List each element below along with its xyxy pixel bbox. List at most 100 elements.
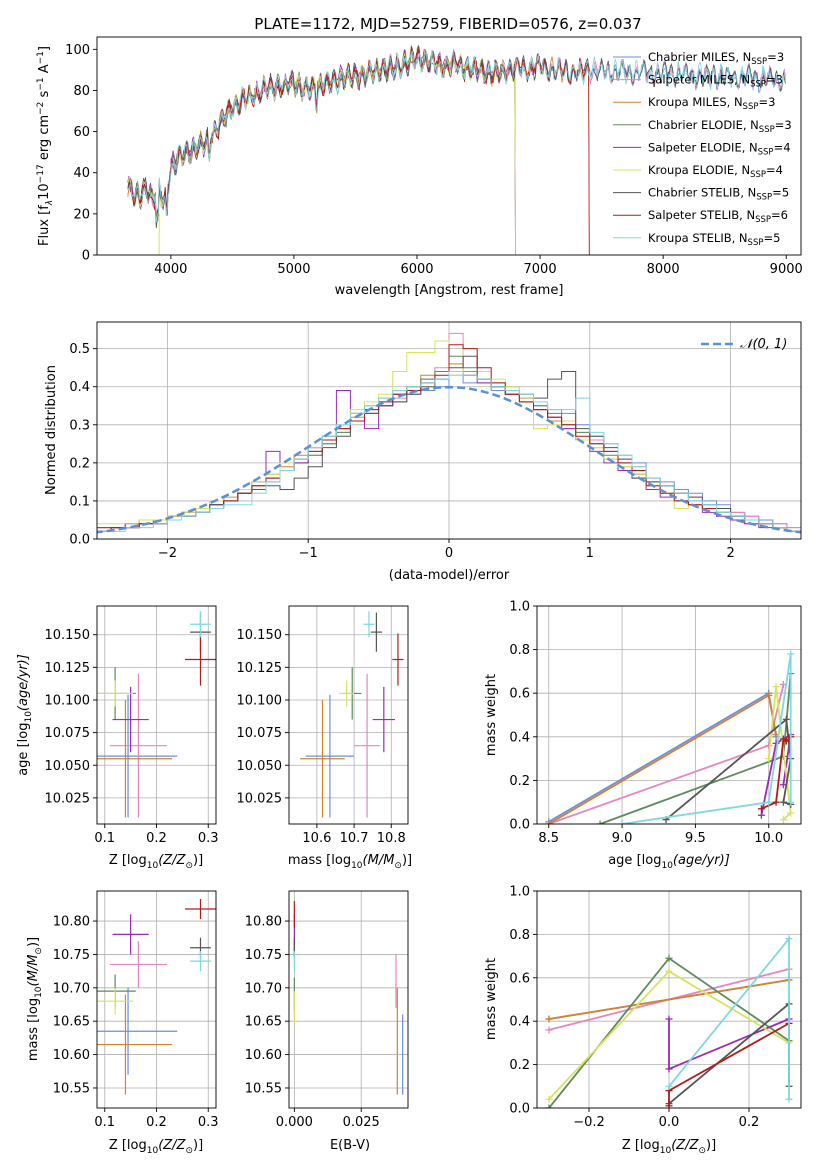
y-tick-label: 1.0 [509,885,530,900]
panel-0: 4000 5000 6000 7000 8000 9000 0 20 40 60 80 100 Chab… [36,36,803,298]
legend-eq: = [766,73,776,87]
ylabel-part: A [37,64,52,77]
y-tick-label: 10.150 [45,628,91,643]
y-tick-label: 10.65 [53,1015,90,1030]
y-tick-label: 0.0 [509,1102,530,1117]
legend-entry: Salpeter MILES, NSSP=3 [648,73,783,90]
y-tick-label: 0.2 [509,774,530,789]
panel-5: 0.1 0.2 0.3 10.55 10.60 10.65 10.70 10.75 10.80 Z… [26,890,219,1156]
y-axis-label: age [log10(age/yr)] [16,654,34,776]
legend-n: 6 [781,208,788,222]
x-tick-label: 9.5 [685,831,706,846]
axes-frame [96,890,217,1109]
x-axis-label-main: age [log [608,853,661,868]
x-tick-label: 10.6 [302,831,331,846]
figure-title: PLATE=1172, MJD=52759, FIBERID=0576, z=0… [254,15,641,33]
legend-sub: SSP [756,193,772,203]
legend-label: Salpeter STELIB, N [648,208,755,222]
y-axis-label: mass [log10(M/M⊙)] [26,937,44,1061]
y-axis-label-sub: 10 [24,711,34,723]
axes-frame [288,890,409,1109]
legend-label: Chabrier MILES, N [648,50,751,64]
x-tick-label: 0 [445,546,453,561]
y-tick-label: 10.75 [53,948,90,963]
x-tick-label: 6000 [400,262,433,277]
y-axis-label-rest: (age/yr)] [16,654,31,711]
y-tick-label: 10.100 [45,693,91,708]
x-tick-label: 2 [726,546,734,561]
legend-sub: SSP [755,215,771,225]
y-axis-label: Flux [fλ10−17 erg cm−2 s−1 A−1] [36,46,55,246]
legend-n: 3 [776,73,783,87]
x-axis-label-sub: 10 [147,1146,159,1156]
x-tick-label: 0.025 [343,1115,380,1130]
x-axis-label-rest: (M/M [363,853,395,868]
x-axis-label-main: mass [log [288,853,351,868]
y-tick-label: 10.60 [53,1048,90,1063]
histogram-kroupa_stelib [97,371,801,539]
panel-4: 8.5 9.0 9.5 10.0 0.0 0.2 0.4 0.6 0.8 1.0 age [log1… [484,600,802,871]
x-axis-label: Z [log10(Z/Z⊙)] [622,1138,716,1156]
legend-n: 5 [782,186,789,200]
legend-label: Chabrier STELIB, N [648,186,756,200]
y-axis-label-main: age [log [16,723,31,776]
legend-entry: Kroupa ELODIE, NSSP=4 [648,163,783,180]
y-tick-label: 0.2 [69,456,90,471]
spectrum-line-salpeter_elodie [127,49,516,255]
legend-eq: = [763,231,773,245]
x-tick-label: 0.1 [94,831,115,846]
x-tick-label: 0.0 [659,1115,680,1130]
ylabel-part: λ [45,200,55,206]
y-tick-label: 10.75 [245,948,282,963]
x-axis-label-end: )] [402,853,412,868]
x-tick-label: 9.0 [612,831,633,846]
axes-frame [96,36,802,256]
y-tick-label: 10.80 [53,915,90,930]
x-axis-label-rest: (Z/Z [158,1138,186,1153]
legend-entry: Kroupa MILES, NSSP=3 [648,95,775,112]
y-tick-label: 0.8 [509,928,530,943]
y-tick-label: 0 [82,249,90,264]
x-tick-label: 0.1 [94,1115,115,1130]
legend-n: 3 [777,50,784,64]
x-tick-label: −2 [158,546,177,561]
legend-eq: = [766,163,776,177]
weight-line-kroupa_elodie [767,686,792,821]
x-axis-label-sub: 10 [147,861,159,871]
x-axis-label: mass [log10(M/M⊙)] [288,853,412,871]
x-axis-label-main: Z [log [109,1138,147,1153]
y-axis-label: mass weight [484,958,499,1040]
x-tick-label: 8000 [647,262,680,277]
y-tick-label: 60 [73,125,90,140]
ylabel-part: −2 [36,102,46,115]
y-axis-label-end: )] [26,937,41,947]
y-tick-label: 10.70 [53,981,90,996]
legend-label: Chabrier ELODIE, N [648,118,759,132]
plot-area [300,611,404,818]
x-axis-label-rest: (Z/Z [671,1138,699,1153]
plot-area [97,899,216,1095]
x-axis-label-end: )] [193,853,203,868]
legend-label: Kroupa STELIB, N [648,231,748,245]
plot-area [127,44,786,255]
y-tick-label: 20 [73,207,90,222]
y-tick-label: 10.65 [245,1015,282,1030]
y-tick-label: 10.050 [45,759,91,774]
x-axis-label-sub: 10 [351,861,363,871]
legend-sub: SSP [750,170,766,180]
y-tick-label: 0.0 [509,818,530,833]
y-tick-label: 10.050 [237,759,283,774]
x-axis-label-sun: ⊙ [394,861,402,871]
legend-entry: Chabrier ELODIE, NSSP=3 [648,118,792,135]
y-tick-label: 40 [73,166,90,181]
x-tick-label: 9000 [770,262,803,277]
y-tick-label: 0.4 [509,1015,530,1030]
legend-label: Salpeter ELODIE, N [648,140,758,154]
x-axis-label-rest: (Z/Z [158,853,186,868]
y-axis-label-sun: ⊙ [34,947,44,955]
y-tick-label: 10.60 [245,1048,282,1063]
plot-area [97,332,801,539]
